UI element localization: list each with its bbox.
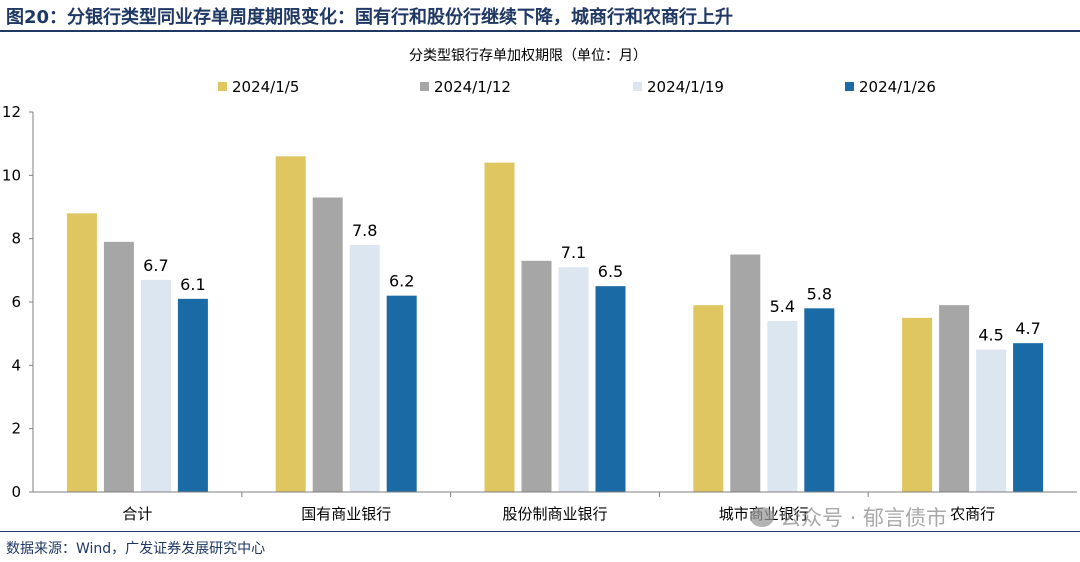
- x-tick-label: 国有商业银行: [301, 505, 391, 523]
- bar: [66, 213, 97, 493]
- y-tick-label: 8: [11, 230, 21, 248]
- chart-legend: 2024/1/5 2024/1/12 2024/1/19 2024/1/26: [218, 78, 936, 96]
- bar: [275, 156, 306, 492]
- legend-label: 2024/1/12: [434, 78, 511, 96]
- bar: [521, 260, 552, 492]
- bars: 6.7 6.1 7.8 6.2 7.1 6.5 5.4 5.8 4.5 4.7: [66, 156, 1044, 493]
- bar-chart: 分类型银行存单加权期限（单位：月） 2024/1/5 2024/1/12 2024/…: [2, 48, 1077, 523]
- bar: [693, 305, 724, 492]
- watermark: 公众号 · 郁言债市: [750, 502, 947, 532]
- bar: [1013, 343, 1044, 492]
- header-rule: [0, 30, 1080, 32]
- y-tick-label: 6: [11, 293, 21, 311]
- data-label: 5.4: [770, 297, 795, 316]
- bar: [140, 279, 171, 492]
- x-tick-label: 农商行: [950, 505, 995, 523]
- bar: [312, 197, 343, 492]
- data-label: 5.8: [807, 284, 832, 303]
- figure-title: 图20：分银行类型同业存单周度期限变化：国有行和股份行继续下降，城商行和农商行上…: [6, 7, 734, 28]
- bar: [103, 241, 134, 492]
- bar: [939, 305, 970, 492]
- data-label: 4.5: [978, 326, 1003, 345]
- y-axis: 0 2 4 6 8 10 12: [2, 103, 34, 501]
- watermark-text: 公众号 · 郁言债市: [780, 506, 948, 530]
- bar: [902, 317, 933, 492]
- y-tick-label: 12: [2, 103, 21, 121]
- bar: [767, 321, 798, 492]
- data-label: 7.1: [561, 243, 586, 262]
- y-tick-label: 2: [11, 420, 21, 438]
- y-tick-label: 4: [11, 356, 21, 374]
- data-label: 4.7: [1015, 319, 1040, 338]
- chart-title: 分类型银行存单加权期限（单位：月）: [409, 48, 647, 64]
- bar: [177, 298, 208, 492]
- x-tick-label: 股份制商业银行: [502, 505, 607, 523]
- wechat-icon: [750, 507, 774, 527]
- legend-label: 2024/1/5: [232, 78, 299, 96]
- bar: [730, 254, 761, 492]
- bar: [976, 349, 1007, 492]
- source-note: 数据来源：Wind，广发证券发展研究中心: [6, 541, 266, 557]
- y-tick-label: 0: [11, 483, 21, 501]
- y-tick-label: 10: [2, 166, 21, 184]
- data-label: 7.8: [352, 221, 377, 240]
- bar: [558, 267, 589, 492]
- x-tick-label: 合计: [122, 505, 152, 523]
- bar: [804, 308, 835, 492]
- data-label: 6.7: [143, 256, 168, 275]
- data-label: 6.5: [598, 262, 623, 281]
- legend-swatch: [845, 82, 854, 91]
- bar: [386, 295, 417, 492]
- bar: [484, 162, 515, 492]
- bar: [595, 286, 626, 492]
- legend-label: 2024/1/19: [647, 78, 724, 96]
- figure-header: 图20：分银行类型同业存单周度期限变化：国有行和股份行继续下降，城商行和农商行上…: [0, 0, 1080, 30]
- legend-swatch: [633, 82, 642, 91]
- legend-label: 2024/1/26: [859, 78, 936, 96]
- legend-swatch: [218, 82, 227, 91]
- footer-rule: [0, 531, 1080, 532]
- bar: [349, 245, 380, 492]
- data-label: 6.2: [389, 272, 414, 291]
- legend-swatch: [420, 82, 429, 91]
- data-label: 6.1: [180, 275, 205, 294]
